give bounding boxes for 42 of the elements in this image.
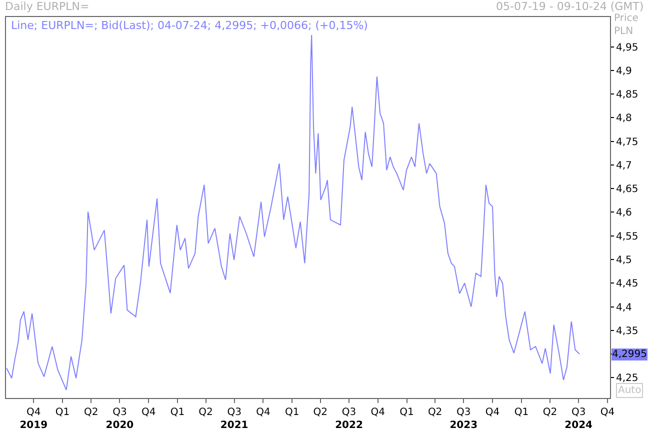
x-tick-label: Q2 [313,407,328,418]
x-tick-label: Q3 2023 [450,407,478,431]
x-tick-label: Q1 [400,407,414,418]
annotation: Line; EURPLN=; Bid(Last); 04-07-24; 4,2995; +0,0066; (+0,15%) [11,19,368,32]
y-tick-label: 4,9 [616,66,632,77]
y-tick-label: 4,95 [616,42,638,54]
y-tick-label: 4,6 [616,208,632,219]
x-tick-label: Q2 [542,407,558,418]
x-tick-label: Q4 [600,407,615,418]
y-tick-label: 4,55 [616,231,638,242]
x-tick-label: Q2 [84,407,98,418]
y-tick-label: 4,7 [616,160,632,172]
chart-subtitle: 05-07-19 - 09-10-24 (GMT) [496,0,644,13]
x-tick-label: Q4 [256,407,270,418]
chart-title: Daily EURPLN= [5,0,90,13]
y-tick-label: 4,75 [616,136,638,148]
y-tick-label: 4,4 [616,302,632,314]
x-tick-label: Q4 [141,407,156,418]
y-tick-label: 4,45 [616,278,638,290]
line-series [6,34,580,390]
x-tick-label: Q1 [170,407,185,418]
x-tick-label: Q3 2022 [335,407,363,431]
x-tick-label: Q1 [55,407,70,418]
y-tick-label: 4,25 [616,373,638,384]
y-tick-label: 4,65 [616,184,638,196]
y-tick-label: 4,35 [616,326,638,337]
x-tick-label: Q2 [428,407,442,418]
x-tick-label: Q3 2024 [564,407,593,431]
x-tick-label: Q3 2020 [106,407,134,431]
x-tick-label: Q3 2021 [220,407,248,431]
y-axis-title: Price PLN [614,13,638,37]
x-tick-label: Q1 [514,407,529,418]
x-tick-label: Q4 [485,407,500,418]
text: 4,2995 [612,349,647,360]
x-tick-label: Q4 2019 [20,407,48,431]
y-tick-label: 4,8 [616,113,632,124]
y-tick-label: 4,85 [616,90,638,101]
x-tick-label: Q2 [198,407,213,418]
x-tick-label: Q4 [370,407,386,418]
x-tick-label: Q1 [285,407,300,418]
text: Auto [618,385,642,396]
y-tick-label: 4,5 [616,255,632,266]
